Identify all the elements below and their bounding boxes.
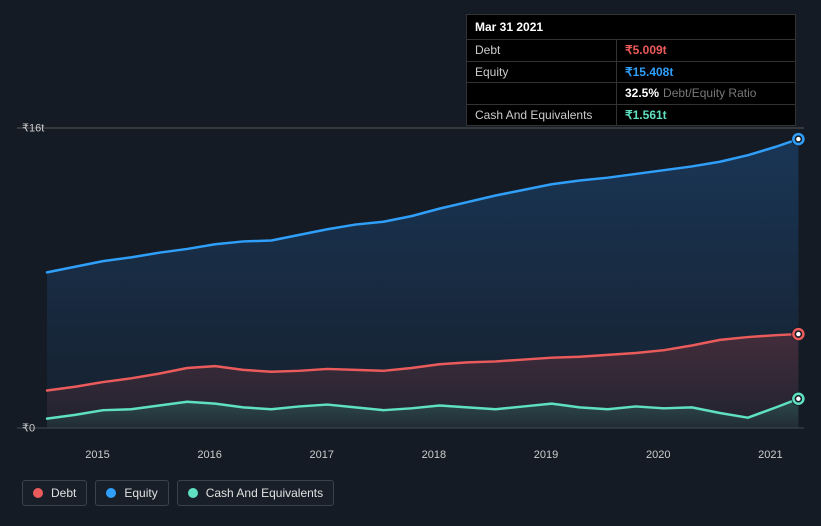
legend-item-equity[interactable]: Equity bbox=[95, 480, 168, 506]
marker-core-debt bbox=[796, 332, 800, 336]
x-label-2019: 2019 bbox=[534, 449, 558, 461]
marker-core-cash bbox=[796, 397, 800, 401]
legend-swatch-equity bbox=[106, 488, 116, 498]
tooltip-row-value-cell: ₹15.408t bbox=[617, 62, 795, 82]
legend-swatch-cash bbox=[188, 488, 198, 498]
y-label-bottom: ₹0 bbox=[22, 422, 35, 435]
tooltip-row-label bbox=[467, 83, 617, 103]
tooltip-row-label: Cash And Equivalents bbox=[467, 105, 617, 125]
chart-tooltip: Mar 31 2021 Debt ₹5.009t Equity ₹15.408t 32.… bbox=[466, 14, 796, 126]
tooltip-row-value-cell: 32.5% Debt/Equity Ratio bbox=[617, 83, 795, 103]
tooltip-row-value-cell: ₹5.009t bbox=[617, 40, 795, 60]
x-label-2020: 2020 bbox=[646, 449, 670, 461]
legend-swatch-debt bbox=[33, 488, 43, 498]
tooltip-row-value: ₹15.408t bbox=[625, 65, 673, 79]
marker-core-equity bbox=[796, 137, 800, 141]
x-label-2015: 2015 bbox=[85, 449, 109, 461]
tooltip-row-3: Cash And Equivalents ₹1.561t bbox=[467, 104, 795, 125]
tooltip-row-secondary: Debt/Equity Ratio bbox=[663, 86, 756, 100]
financial-history-chart: Mar 31 2021 Debt ₹5.009t Equity ₹15.408t 32.… bbox=[0, 0, 821, 526]
tooltip-row-value-cell: ₹1.561t bbox=[617, 105, 795, 125]
legend-label-cash: Cash And Equivalents bbox=[206, 486, 323, 500]
tooltip-row-1: Equity ₹15.408t bbox=[467, 61, 795, 82]
chart-legend: Debt Equity Cash And Equivalents bbox=[22, 480, 334, 506]
tooltip-row-label: Equity bbox=[467, 62, 617, 82]
legend-item-cash[interactable]: Cash And Equivalents bbox=[177, 480, 334, 506]
tooltip-row-2: 32.5% Debt/Equity Ratio bbox=[467, 82, 795, 103]
x-label-2016: 2016 bbox=[197, 449, 221, 461]
y-label-top: ₹16t bbox=[22, 122, 44, 135]
tooltip-row-value: ₹1.561t bbox=[625, 108, 667, 122]
tooltip-date: Mar 31 2021 bbox=[467, 15, 795, 39]
tooltip-row-label: Debt bbox=[467, 40, 617, 60]
tooltip-row-0: Debt ₹5.009t bbox=[467, 39, 795, 60]
x-label-2018: 2018 bbox=[422, 449, 446, 461]
x-label-2021: 2021 bbox=[758, 449, 782, 461]
legend-label-debt: Debt bbox=[51, 486, 76, 500]
legend-item-debt[interactable]: Debt bbox=[22, 480, 87, 506]
legend-label-equity: Equity bbox=[124, 486, 157, 500]
tooltip-row-value: 32.5% bbox=[625, 86, 659, 100]
tooltip-row-value: ₹5.009t bbox=[625, 43, 667, 57]
x-label-2017: 2017 bbox=[310, 449, 334, 461]
